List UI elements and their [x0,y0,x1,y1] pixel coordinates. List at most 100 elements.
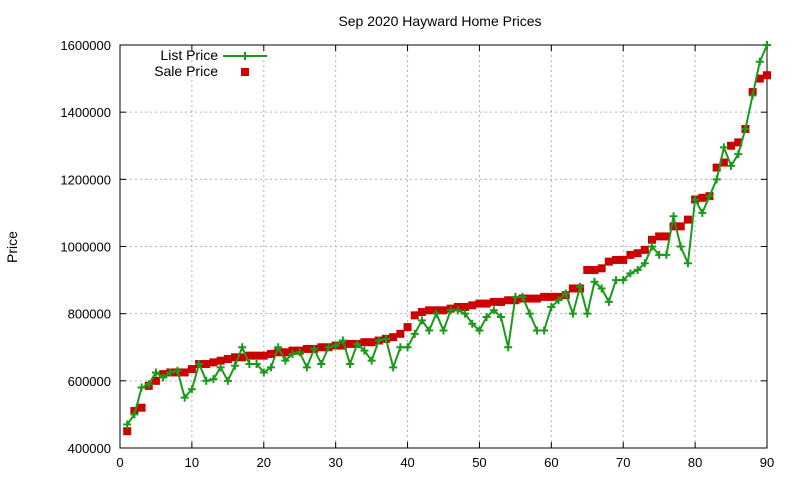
list-price-point [410,329,419,338]
sale-price-point [281,348,290,357]
list-price-point [245,360,254,369]
sale-price-point [439,306,448,315]
y-tick-label: 1600000 [60,38,111,53]
list-price-point [655,250,664,259]
sale-price-point [389,333,398,342]
list-price-point [425,326,434,335]
list-price-point [144,380,153,389]
y-tick-label: 800000 [68,307,111,322]
x-tick-label: 60 [544,455,558,470]
sale-price-point [396,329,405,338]
series-layer [123,41,771,436]
list-price-point [137,383,146,392]
list-price-point [288,349,297,358]
sale-price-point [338,341,347,350]
sale-price-point [583,266,592,275]
list-price-point [568,309,577,318]
list-price-point [647,242,656,251]
sale-price-point [612,255,621,264]
list-price-point [403,343,412,352]
sale-price-point [489,297,498,306]
plot-frame [119,44,768,449]
sale-price-point [417,307,426,316]
sale-price-point [259,351,268,360]
list-price-point [612,276,621,285]
sale-price-point [532,294,541,303]
list-price-point [389,363,398,372]
list-price-point [432,309,441,318]
list-price-point [676,242,685,251]
y-tick-label: 1000000 [60,240,111,255]
list-price-point [223,376,232,385]
list-price-point [331,341,340,350]
sale-price-point [187,365,196,374]
sale-price-point [216,356,225,365]
list-price-point [266,363,275,372]
list-price-point [525,309,534,318]
list-price-point [497,313,506,322]
sale-price-point [497,297,506,306]
x-tick-label: 20 [257,455,271,470]
list-price-point [252,360,261,369]
list-price-point [468,319,477,328]
sale-price-point [734,138,743,147]
list-price-point [209,375,218,384]
list-price-point [561,289,570,298]
list-price-point [381,334,390,343]
list-price-point [475,326,484,335]
list-price-point [576,282,585,291]
sale-price-point [597,264,606,273]
list-price-point [238,343,247,352]
sale-price-point [468,301,477,310]
y-tick-label: 1400000 [60,105,111,120]
list-price-point [518,292,527,301]
list-price-point [755,57,764,66]
sale-price-point [547,292,556,301]
list-price-point [669,212,678,221]
list-price-point [396,343,405,352]
list-price-point [590,277,599,286]
list-price-point [734,150,743,159]
list-price-point [417,316,426,325]
legend-label-sale-price: Sale Price [154,63,218,79]
list-price-point [202,376,211,385]
sale-price-point [367,338,376,347]
list-price-point [626,269,635,278]
sale-price-point [123,427,132,436]
list-price-point [597,284,606,293]
list-price-point [504,343,513,352]
x-tick-label: 80 [688,455,702,470]
sale-price-point [461,302,470,311]
list-price-point [216,363,225,372]
list-price-point [763,41,771,49]
x-tick-label: 70 [616,455,630,470]
list-price-point [583,309,592,318]
list-price-point [281,356,290,365]
list-price-point [453,306,462,315]
sale-price-point [231,353,240,362]
x-tick-label: 90 [760,455,774,470]
sale-price-point [669,222,678,231]
list-price-point [662,250,671,259]
list-price-point [159,373,168,382]
list-price-point [511,292,520,301]
y-tick-label: 1200000 [60,172,111,187]
sale-price-point [425,306,434,315]
legend: List Price Sale Price [154,47,267,79]
sale-price-point [647,235,656,244]
x-tick-label: 30 [328,455,342,470]
x-tick-label: 50 [472,455,486,470]
list-price-point [741,124,750,133]
list-price-point [619,276,628,285]
sale-price-point [223,355,232,364]
list-price-point [719,143,728,152]
list-price-point [482,313,491,322]
sale-price-point [712,163,721,172]
sale-price-point [317,343,326,352]
axis-ticks: 0 10 20 30 40 50 60 70 80 90 400000 600000 800000 100… [60,38,774,470]
legend-label-list-price: List Price [160,47,218,63]
list-price-point [295,348,304,357]
sale-price-point [137,403,146,412]
sale-price-point [274,348,283,357]
sale-price-point [252,351,261,360]
